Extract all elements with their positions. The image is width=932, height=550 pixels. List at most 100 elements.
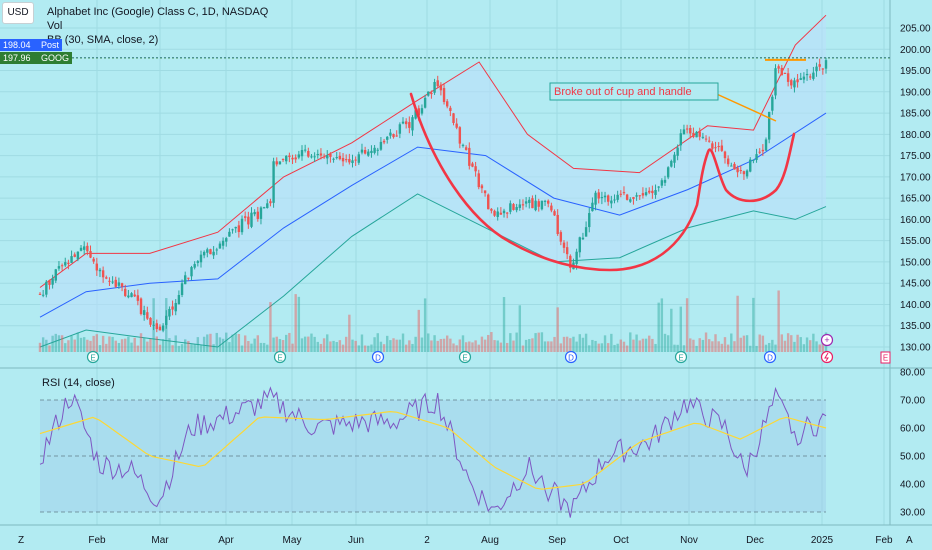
volume-bar xyxy=(654,343,657,352)
candle-body xyxy=(54,269,57,281)
auto-scale-label[interactable]: A xyxy=(906,535,913,546)
candle-body xyxy=(446,101,449,107)
volume-bar xyxy=(45,339,48,352)
candle-body xyxy=(515,207,518,211)
candle-body xyxy=(780,67,784,76)
volume-bar xyxy=(790,335,793,352)
candle-body xyxy=(234,226,237,229)
volume-bar xyxy=(382,344,386,352)
volume-bar xyxy=(127,336,130,352)
candle-body xyxy=(256,211,260,219)
volume-bar xyxy=(64,343,67,352)
volume-bar xyxy=(685,298,689,352)
volume-bar xyxy=(408,340,411,352)
candle-body xyxy=(111,281,114,283)
candle-body xyxy=(755,154,758,160)
volume-bar xyxy=(648,335,651,352)
volume-bar xyxy=(218,337,222,352)
earnings-circle-1 xyxy=(273,350,287,364)
volume-bar xyxy=(206,334,209,352)
price-tick-label-3: 190.00 xyxy=(900,87,931,98)
candle-body xyxy=(108,280,111,282)
candle-body xyxy=(657,186,660,188)
volume-bar xyxy=(108,336,111,352)
candle-body xyxy=(389,132,392,136)
volume-bar xyxy=(666,335,670,352)
volume-bar xyxy=(184,339,187,352)
volume-bar xyxy=(202,336,206,352)
volume-bar xyxy=(461,335,465,352)
volume-bar xyxy=(742,335,746,352)
price-tick-label-15: 130.00 xyxy=(900,343,931,354)
candle-body xyxy=(458,127,462,144)
dividend-circle-2 xyxy=(763,350,777,364)
volume-bar xyxy=(559,343,563,352)
volume-bar xyxy=(360,334,364,352)
volume-bar xyxy=(499,342,503,352)
volume-bar xyxy=(771,339,774,352)
volume-bar xyxy=(764,344,768,352)
volume-bar xyxy=(300,338,304,352)
volume-bar xyxy=(48,345,51,352)
volume-bar xyxy=(187,340,190,352)
candle-body xyxy=(86,245,89,252)
candle-body xyxy=(57,266,61,269)
volume-bar xyxy=(581,337,585,352)
volume-bar xyxy=(531,338,534,352)
candle-body xyxy=(685,128,689,130)
volume-bar xyxy=(578,334,581,352)
volume-bar xyxy=(392,338,395,352)
candle-body xyxy=(133,294,136,297)
candle-body xyxy=(401,121,405,124)
timezone-z-label[interactable]: Z xyxy=(18,535,24,546)
time-tick-label-7: Sep xyxy=(548,535,566,546)
volume-bar xyxy=(89,340,92,352)
price-tick-label-5: 180.00 xyxy=(900,130,931,141)
candle-body xyxy=(395,135,398,137)
currency-button[interactable]: USD xyxy=(2,2,34,24)
volume-bar xyxy=(528,339,531,352)
candle-body xyxy=(117,282,121,286)
volume-bar xyxy=(247,341,250,352)
flash-circle-ring xyxy=(820,350,834,364)
candle-body xyxy=(142,310,146,316)
volume-bar xyxy=(142,338,146,352)
volume-bar xyxy=(635,334,638,352)
volume-bar xyxy=(723,337,727,352)
candle-body xyxy=(41,294,45,296)
dividend-circle-1 xyxy=(564,350,578,364)
volume-bar xyxy=(212,344,215,352)
candle-body xyxy=(651,190,654,194)
volume-bar xyxy=(262,342,266,352)
volume-bar xyxy=(196,337,200,352)
volume-bar xyxy=(682,345,686,352)
candle-body xyxy=(329,153,332,157)
candle-body xyxy=(291,157,294,160)
volume-bar xyxy=(663,333,667,352)
candle-body xyxy=(373,147,376,153)
volume-bar xyxy=(572,336,575,352)
candle-body xyxy=(370,150,373,154)
volume-bar xyxy=(190,344,193,352)
volume-bar xyxy=(404,344,408,352)
volume-bar xyxy=(240,345,244,352)
volume-bar xyxy=(174,335,177,352)
volume-bar xyxy=(733,341,736,352)
earnings-letter-3: E xyxy=(678,354,683,363)
event-markers[interactable]: E E E E D D D + E xyxy=(86,333,891,364)
annotation-box xyxy=(549,82,719,101)
candle-body xyxy=(250,212,253,227)
candle-body xyxy=(553,211,556,216)
candle-body xyxy=(799,78,802,80)
volume-bar xyxy=(199,345,203,352)
candle-body xyxy=(805,73,809,76)
volume-bar xyxy=(155,336,158,352)
volume-bar xyxy=(221,338,225,352)
price-tick-label-0: 205.00 xyxy=(900,24,931,35)
volume-bar xyxy=(436,340,439,352)
volume-bar xyxy=(616,343,619,352)
candle-body xyxy=(218,243,222,249)
candle-body xyxy=(610,200,613,204)
candle-body xyxy=(660,180,664,186)
